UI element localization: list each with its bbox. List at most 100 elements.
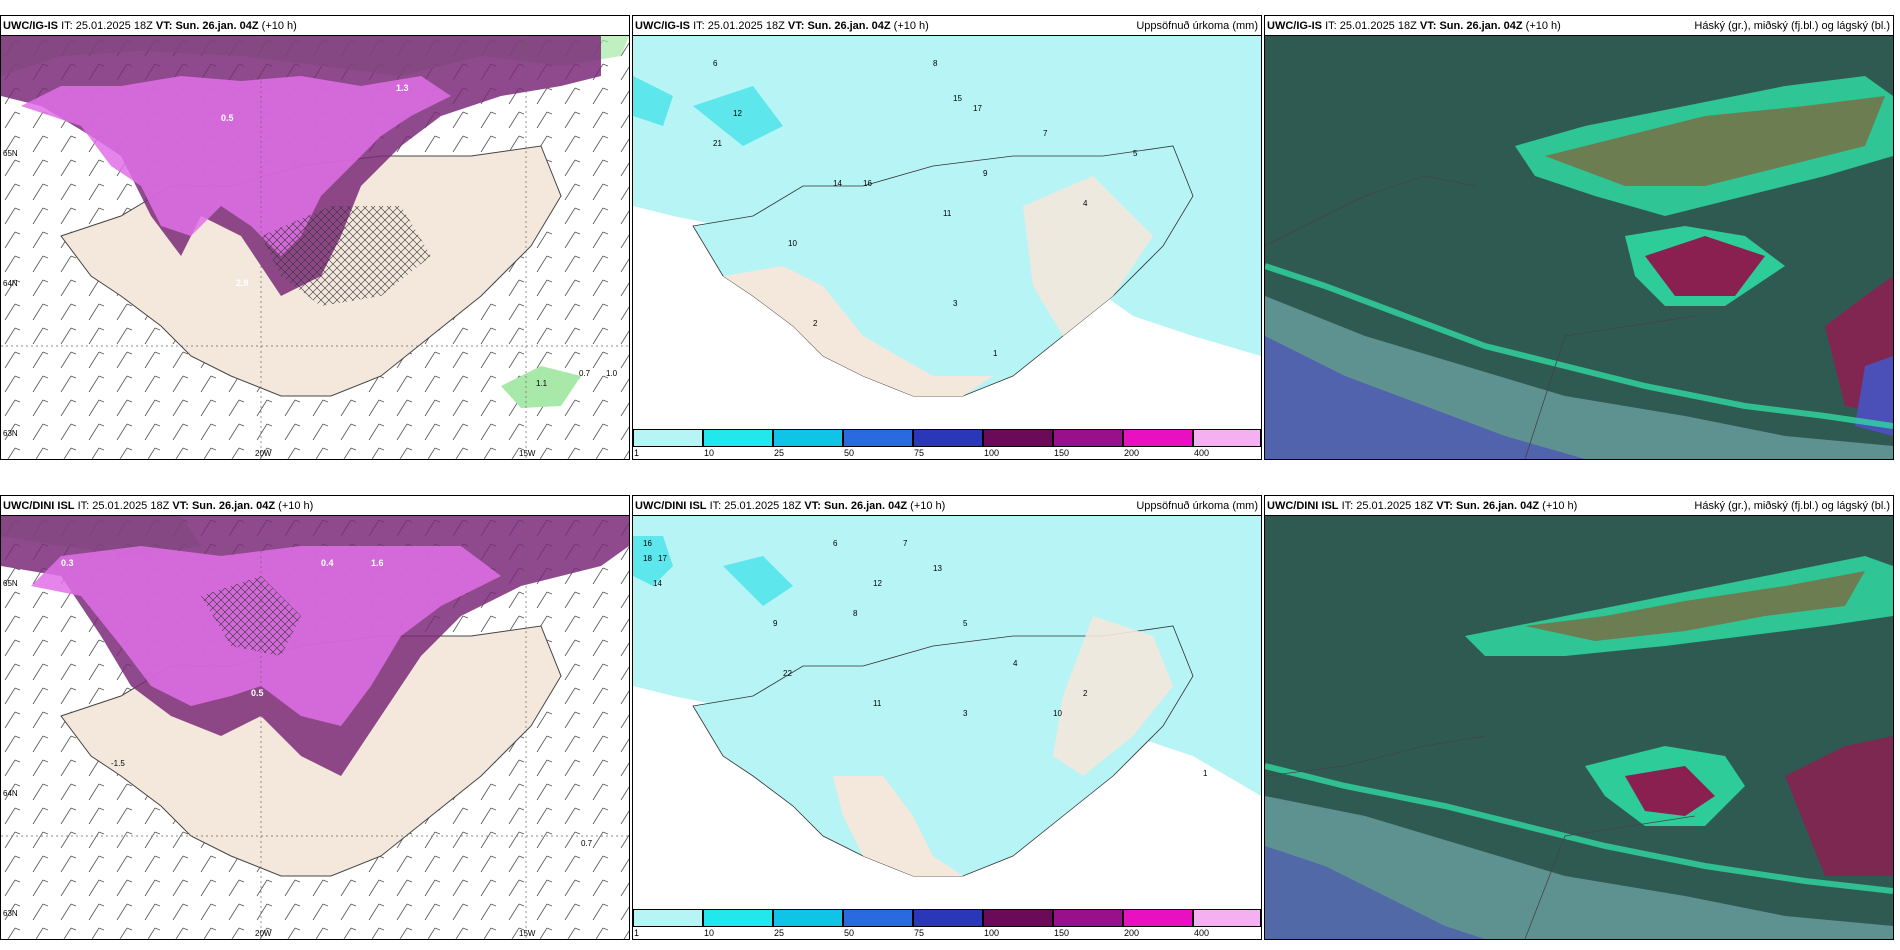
colorbar-bin (633, 429, 703, 447)
value-label: 5 (963, 619, 968, 628)
value-label: 6 (713, 59, 718, 68)
colorbar-bin (1053, 909, 1123, 927)
value-label: 21 (713, 139, 722, 148)
valid-time: VT: Sun. 26.jan. 04Z (787, 20, 891, 32)
init-time: 25.01.2025 18Z (724, 500, 802, 512)
colorbar-label: 100 (984, 928, 1000, 938)
value-label: 8 (933, 59, 938, 68)
valid-time: VT: Sun. 26.jan. 04Z (1419, 20, 1523, 32)
value-label: 0.5 (221, 113, 234, 123)
value-label: 3 (953, 299, 958, 308)
panel-title: UWC/IG-IS IT: 25.01.2025 18Z VT: Sun. 26… (1265, 16, 1893, 36)
panel-title: UWC/DINI ISL IT: 25.01.2025 18Z VT: Sun.… (1265, 496, 1893, 516)
colorbar-label: 150 (1054, 448, 1070, 458)
value-label: 2 (813, 319, 818, 328)
lat-label: 65N (3, 579, 18, 588)
model-name: UWC/DINI ISL (635, 500, 707, 512)
value-label: 12 (733, 109, 742, 118)
value-label: 7 (903, 539, 908, 548)
lat-label: 63N (3, 909, 18, 918)
init-time: 25.01.2025 18Z (707, 20, 785, 32)
colorbar-bin (633, 909, 703, 927)
wind-snow-map: 0.5 2.9 1.3 1.1 0.7 1.0 20W 15W 65N 64N … (1, 36, 629, 459)
value-label: 22 (783, 669, 792, 678)
colorbar-bin (983, 909, 1053, 927)
colorbar-bin (703, 909, 773, 927)
model-name: UWC/DINI ISL (3, 500, 75, 512)
value-label: 14 (833, 179, 842, 188)
colorbar-label: 1 (634, 928, 640, 938)
value-label: 1.0 (606, 369, 618, 378)
colorbar-bin (913, 909, 983, 927)
value-label: 1.3 (396, 83, 409, 93)
value-label: 1 (993, 349, 998, 358)
colorbar-bin (703, 429, 773, 447)
cloud-map (1265, 516, 1893, 939)
lead-time: (+10 h) (1525, 20, 1561, 32)
colorbar-bin (913, 429, 983, 447)
colorbar-label: 150 (1054, 928, 1070, 938)
colorbar-label: 200 (1124, 448, 1140, 458)
value-label: 8 (853, 609, 858, 618)
colorbar-bin (843, 909, 913, 927)
value-label: 5 (1133, 149, 1138, 158)
wind-snow-map: -1.5 0.7 0.3 0.4 0.5 1.6 20W 15W 65N 64N… (1, 516, 629, 939)
field-name: Háský (gr.), miðský (fj.bl.) og lágský (… (1694, 500, 1890, 512)
lead-time: (+10 h) (1542, 500, 1578, 512)
value-label: 2.9 (236, 278, 249, 288)
value-label: 11 (943, 209, 952, 218)
colorbar-label: 10 (704, 448, 715, 458)
colorbar-label: 400 (1194, 928, 1210, 938)
value-label: 0.7 (581, 839, 593, 848)
valid-time: VT: Sun. 26.jan. 04Z (804, 500, 908, 512)
panel-title: UWC/DINI ISL IT: 25.01.2025 18Z VT: Sun.… (1, 496, 629, 516)
field-name: Háský (gr.), miðský (fj.bl.) og lágský (… (1694, 20, 1890, 32)
lead-time: (+10 h) (893, 20, 929, 32)
lon-label: 20W (255, 449, 272, 458)
value-label: 9 (983, 169, 988, 178)
value-label: 1.6 (371, 558, 384, 568)
model-name: UWC/IG-IS (3, 20, 58, 32)
lon-label: 20W (255, 929, 272, 938)
init-time: 25.01.2025 18Z (1356, 500, 1434, 512)
value-label: 3 (963, 709, 968, 718)
colorbar-bin (843, 429, 913, 447)
lead-time: (+10 h) (261, 20, 297, 32)
value-label: 17 (658, 554, 667, 563)
value-label: 18 (643, 554, 652, 563)
init-time: 25.01.2025 18Z (92, 500, 170, 512)
colorbar-label: 50 (844, 448, 855, 458)
value-label: 1 (1203, 769, 1208, 778)
init-time: 25.01.2025 18Z (1339, 20, 1417, 32)
panel-dini-cloud: UWC/DINI ISL IT: 25.01.2025 18Z VT: Sun.… (1264, 495, 1894, 940)
value-label: 16 (863, 179, 872, 188)
colorbar-label: 200 (1124, 928, 1140, 938)
value-label: 13 (933, 564, 942, 573)
value-label: 6 (833, 539, 838, 548)
value-label: 0.7 (579, 369, 591, 378)
lon-label: 15W (519, 929, 536, 938)
colorbar-bin (1193, 909, 1261, 927)
colorbar-bin (1053, 429, 1123, 447)
value-label: 14 (653, 579, 662, 588)
value-label: 0.3 (61, 558, 74, 568)
colorbar-label: 50 (844, 928, 855, 938)
colorbar-label: 100 (984, 448, 1000, 458)
colorbar-bin (1193, 429, 1261, 447)
field-name: Uppsöfnuð úrkoma (mm) (1136, 500, 1258, 512)
panel-dini-precip: UWC/DINI ISL IT: 25.01.2025 18Z VT: Sun.… (632, 495, 1262, 940)
panel-title: UWC/DINI ISL IT: 25.01.2025 18Z VT: Sun.… (633, 496, 1261, 516)
value-label: 9 (773, 619, 778, 628)
lead-time: (+10 h) (278, 500, 314, 512)
value-label: 1.1 (536, 379, 548, 388)
valid-time: VT: Sun. 26.jan. 04Z (155, 20, 259, 32)
precip-colorbar: 1 10 25 50 75 100 150 200 400 (633, 909, 1261, 939)
lon-label: 15W (519, 449, 536, 458)
valid-time: VT: Sun. 26.jan. 04Z (172, 500, 276, 512)
value-label: 12 (873, 579, 882, 588)
value-label: 17 (973, 104, 982, 113)
colorbar-label: 75 (914, 928, 925, 938)
colorbar-label: 25 (774, 928, 785, 938)
lat-label: 65N (3, 149, 18, 158)
panel-dini-wind: UWC/DINI ISL IT: 25.01.2025 18Z VT: Sun.… (0, 495, 630, 940)
